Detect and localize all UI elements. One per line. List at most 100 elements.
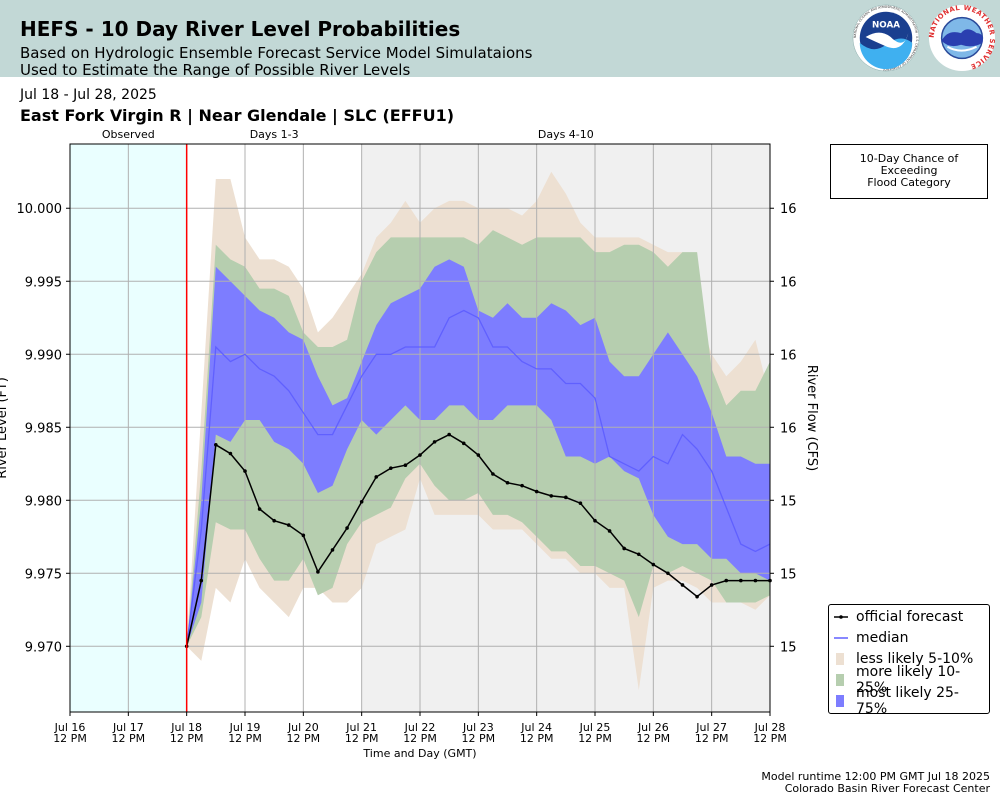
y-right-tick-label: 15 [780, 567, 797, 582]
official-forecast-point [330, 548, 335, 552]
page-subtitle-2: Used to Estimate the Range of Possible R… [20, 61, 411, 79]
legend-label: official forecast [856, 609, 964, 625]
official-forecast-point [666, 571, 670, 576]
official-forecast-point [709, 583, 714, 587]
x-tick-label: Jul 20 [287, 721, 319, 734]
legend-label: more likely 10-25% [856, 664, 961, 696]
official-forecast-point [316, 570, 320, 574]
legend-item-more-likely: more likely 10-25% [833, 664, 989, 696]
official-forecast-point [286, 523, 291, 527]
page-title: HEFS - 10 Day River Level Probabilities [20, 17, 461, 41]
svg-text:NOAA: NOAA [872, 20, 900, 30]
flood-box-line-3: Flood Category [867, 176, 951, 189]
x-tick-label: 12 PM [753, 732, 787, 745]
legend-item-less-likely: less likely 5-10% [833, 649, 973, 669]
y-axis-label: River Level (FT) [0, 377, 10, 479]
y-right-tick-label: 15 [780, 494, 797, 509]
official-forecast-point [753, 578, 758, 583]
region-label: Observed [102, 128, 155, 141]
official-forecast-point [228, 451, 233, 456]
x-tick-label: Jul 25 [579, 721, 611, 734]
legend-official-swatch [833, 610, 849, 624]
official-forecast-point [389, 466, 393, 470]
y-right-tick-label: 16 [780, 202, 797, 217]
x-tick-label: 12 PM [53, 732, 87, 745]
official-forecast-point [447, 432, 451, 437]
official-forecast-point [593, 518, 597, 523]
official-forecast-point [199, 578, 204, 583]
model-runtime: Model runtime 12:00 PM GMT Jul 18 2025 [761, 770, 990, 783]
noaa-logo-icon: NATIONAL OCEANIC AND ATMOSPHERIC ADMINIS… [852, 4, 920, 72]
y-tick-label: 9.970 [25, 640, 62, 655]
date-range: Jul 18 - Jul 28, 2025 [20, 87, 157, 103]
official-forecast-point [257, 507, 262, 511]
x-tick-label: 12 PM [462, 732, 496, 745]
y-tick-label: 10.000 [17, 202, 63, 217]
official-forecast-point [476, 453, 481, 457]
official-forecast-point [564, 495, 568, 500]
region-label: Days 1-3 [250, 128, 299, 141]
x-tick-label: 12 PM [520, 732, 554, 745]
y-right-tick-label: 16 [780, 348, 797, 363]
x-tick-label: 12 PM [287, 732, 321, 745]
y-tick-label: 9.985 [25, 421, 62, 436]
header-banner: HEFS - 10 Day River Level Probabilities … [0, 0, 1000, 79]
x-tick-label: 12 PM [403, 732, 437, 745]
official-forecast-point [636, 552, 641, 557]
official-forecast-point [578, 501, 583, 505]
x-tick-label: Jul 22 [404, 721, 436, 734]
official-forecast-point [418, 453, 422, 457]
legend-label: median [856, 630, 909, 646]
legend-label: less likely 5-10% [856, 651, 974, 667]
official-forecast-point [724, 578, 729, 583]
location-title: East Fork Virgin R | Near Glendale | SLC… [20, 106, 455, 125]
y-right-tick-label: 16 [780, 275, 797, 290]
median-line [186, 309, 771, 647]
flood-box-line-2: Exceeding [880, 164, 938, 177]
x-tick-label: Jul 16 [54, 721, 86, 734]
x-axis-label: Time and Day (GMT) [362, 747, 476, 760]
flood-category-box: 10-Day Chance of Exceeding Flood Categor… [830, 144, 988, 199]
legend-most-swatch [833, 694, 849, 708]
official-forecast-point [345, 526, 349, 530]
official-forecast-point [301, 533, 306, 538]
official-forecast-point [505, 480, 510, 485]
y-tick-label: 9.990 [25, 348, 62, 363]
legend-item-most-likely: most likely 25-75% [833, 685, 989, 717]
x-tick-label: Jul 28 [754, 721, 786, 734]
legend-less-swatch [833, 652, 849, 666]
legend-median-swatch [833, 631, 849, 645]
y-right-axis-label: River Flow (CFS) [804, 365, 819, 471]
official-forecast-point [739, 578, 743, 583]
y-right-tick-label: 15 [780, 640, 797, 655]
official-forecast-point [534, 489, 539, 494]
x-tick-label: 12 PM [695, 732, 729, 745]
x-tick-label: Jul 24 [520, 721, 552, 734]
y-tick-label: 9.980 [25, 494, 62, 509]
x-tick-label: 12 PM [578, 732, 612, 745]
x-tick-label: Jul 21 [345, 721, 377, 734]
nws-logo-icon: NATIONAL WEATHER SERVICE [928, 4, 996, 72]
x-tick-label: Jul 17 [112, 721, 144, 734]
chart-legend: official forecast median less likely 5-1… [828, 604, 990, 717]
x-tick-label: Jul 19 [229, 721, 261, 734]
official-forecast-point [549, 494, 554, 498]
x-tick-label: Jul 27 [695, 721, 727, 734]
official-forecast-point [607, 529, 612, 533]
legend-label: most likely 25-75% [856, 685, 959, 717]
y-right-tick-label: 16 [780, 421, 797, 436]
official-forecast-point [520, 483, 524, 488]
x-tick-label: 12 PM [112, 732, 146, 745]
official-forecast-point [622, 546, 626, 551]
x-tick-label: 12 PM [170, 732, 204, 745]
x-tick-label: Jul 23 [462, 721, 494, 734]
official-forecast-point [214, 442, 218, 447]
official-forecast-point [403, 463, 408, 468]
y-tick-label: 9.975 [25, 567, 62, 582]
official-forecast-point [491, 472, 495, 476]
forecast-center: Colorado Basin River Forecast Center [784, 782, 990, 795]
y-tick-label: 9.995 [25, 275, 62, 290]
official-forecast-point [461, 441, 466, 446]
x-tick-label: 12 PM [637, 732, 671, 745]
